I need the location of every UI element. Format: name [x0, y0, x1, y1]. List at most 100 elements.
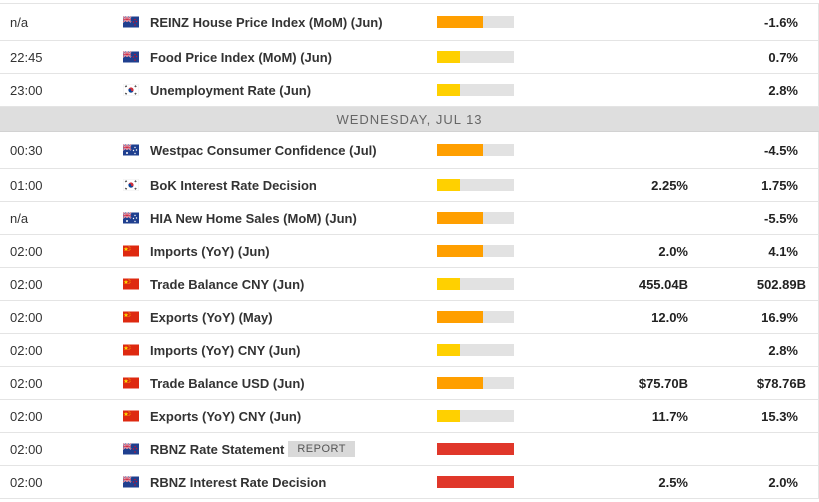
impact-bar — [437, 443, 514, 455]
event-time: 02:00 — [10, 441, 43, 457]
previous-value: 1.75% — [761, 177, 798, 193]
impact-bar — [437, 311, 514, 323]
rows-group-after: 00:30 Westpac Consumer Confidence (Jul) -4… — [0, 132, 819, 499]
event-name[interactable]: REINZ House Price Index (MoM) (Jun) — [150, 4, 383, 40]
table-row[interactable]: 00:30 Westpac Consumer Confidence (Jul) -4… — [0, 132, 819, 169]
event-name[interactable]: Exports (YoY) (May) — [150, 301, 273, 333]
impact-bar-fill — [437, 16, 484, 28]
impact-bar — [437, 410, 514, 422]
event-name-label: Exports (YoY) (May) — [150, 309, 273, 325]
table-row[interactable]: 02:00 Trade Balance CNY (Jun) 455.04B 502.8… — [0, 268, 819, 301]
table-row[interactable]: 01:00 BoK Interest Rate Decision 2.25% 1.75… — [0, 169, 819, 202]
event-name[interactable]: Imports (YoY) CNY (Jun) — [150, 334, 300, 366]
event-name[interactable]: Unemployment Rate (Jun) — [150, 74, 311, 106]
event-name-label: Food Price Index (MoM) (Jun) — [150, 49, 332, 65]
event-name-label: Trade Balance CNY (Jun) — [150, 276, 305, 292]
impact-bar — [437, 278, 514, 290]
table-row[interactable]: 23:00 Unemployment Rate (Jun) 2.8% — [0, 74, 819, 107]
table-row[interactable]: 22:45 Food Price Index (MoM) (Jun) 0.7% — [0, 41, 819, 74]
economic-calendar-table: n/a REINZ House Price Index (MoM) (Jun) -1… — [0, 4, 819, 499]
table-row[interactable]: 02:00 Imports (YoY) (Jun) 2.0% 4.1% — [0, 235, 819, 268]
event-name[interactable]: Exports (YoY) CNY (Jun) — [150, 400, 301, 432]
event-name-label: Unemployment Rate (Jun) — [150, 82, 312, 98]
table-row[interactable]: 02:00 Exports (YoY) (May) 12.0% 16.9% — [0, 301, 819, 334]
new-zealand-flag-icon — [123, 16, 139, 28]
event-time: n/a — [10, 210, 29, 226]
previous-value: 2.0% — [768, 474, 798, 490]
table-row[interactable]: n/a REINZ House Price Index (MoM) (Jun) -1… — [0, 4, 819, 41]
australia-flag-icon — [123, 212, 139, 224]
impact-bar-fill — [437, 212, 484, 224]
south-korea-flag-icon — [123, 84, 139, 96]
impact-bar-fill — [437, 476, 514, 488]
china-flag-icon — [123, 377, 139, 389]
actual-value: 455.04B — [638, 276, 688, 292]
impact-bar — [437, 51, 514, 63]
event-name[interactable]: Westpac Consumer Confidence (Jul) — [150, 132, 377, 168]
previous-value: 502.89B — [756, 276, 806, 292]
event-name-label: HIA New Home Sales (MoM) (Jun) — [150, 210, 357, 226]
china-flag-icon — [123, 410, 139, 422]
impact-bar-fill — [437, 51, 461, 63]
impact-bar-fill — [437, 410, 461, 422]
china-flag-icon — [123, 278, 139, 290]
australia-flag-icon — [123, 144, 139, 156]
event-name-label: BoK Interest Rate Decision — [150, 177, 317, 193]
report-badge[interactable]: REPORT — [288, 441, 355, 457]
event-name-label: Imports (YoY) CNY (Jun) — [150, 342, 301, 358]
new-zealand-flag-icon — [123, 476, 139, 488]
event-name-label: Exports (YoY) CNY (Jun) — [150, 408, 302, 424]
china-flag-icon — [123, 344, 139, 356]
impact-bar — [437, 344, 514, 356]
table-row[interactable]: 02:00 Imports (YoY) CNY (Jun) 2.8% — [0, 334, 819, 367]
event-time: 23:00 — [10, 82, 43, 98]
impact-bar — [437, 245, 514, 257]
event-name[interactable]: RBNZ Rate Statement REPORT — [150, 433, 355, 465]
event-name[interactable]: BoK Interest Rate Decision — [150, 169, 317, 201]
event-name[interactable]: Trade Balance CNY (Jun) — [150, 268, 304, 300]
south-korea-flag-icon — [123, 179, 139, 191]
impact-bar — [437, 377, 514, 389]
impact-bar-fill — [437, 278, 461, 290]
table-row[interactable]: 02:00 RBNZ Interest Rate Decision 2.5% 2.0% — [0, 466, 819, 499]
event-time: 02:00 — [10, 276, 43, 292]
previous-value: -5.5% — [764, 210, 798, 226]
impact-bar-fill — [437, 144, 484, 156]
previous-value: 0.7% — [768, 49, 798, 65]
actual-value: 2.0% — [658, 243, 688, 259]
event-name[interactable]: HIA New Home Sales (MoM) (Jun) — [150, 202, 357, 234]
impact-bar-fill — [437, 344, 461, 356]
rows-group-before: n/a REINZ House Price Index (MoM) (Jun) -1… — [0, 4, 819, 107]
actual-value: 2.25% — [651, 177, 688, 193]
table-row[interactable]: 02:00 Exports (YoY) CNY (Jun) 11.7% 15.3% — [0, 400, 819, 433]
event-name[interactable]: Trade Balance USD (Jun) — [150, 367, 305, 399]
previous-value: 4.1% — [768, 243, 798, 259]
day-header: WEDNESDAY, JUL 13 — [0, 107, 819, 132]
previous-value: 16.9% — [761, 309, 798, 325]
event-name-label: Imports (YoY) (Jun) — [150, 243, 270, 259]
impact-bar-fill — [437, 245, 484, 257]
event-name[interactable]: Imports (YoY) (Jun) — [150, 235, 270, 267]
event-time: n/a — [10, 14, 29, 30]
event-name-label: REINZ House Price Index (MoM) (Jun) — [150, 14, 383, 30]
impact-bar — [437, 212, 514, 224]
table-row[interactable]: 02:00 Trade Balance USD (Jun) $75.70B $78.7… — [0, 367, 819, 400]
table-row[interactable]: 02:00 RBNZ Rate Statement REPORT — [0, 433, 819, 466]
event-time: 22:45 — [10, 49, 43, 65]
event-time: 02:00 — [10, 408, 43, 424]
event-name[interactable]: RBNZ Interest Rate Decision — [150, 466, 326, 498]
actual-value: 12.0% — [651, 309, 688, 325]
event-name-label: RBNZ Interest Rate Decision — [150, 474, 327, 490]
previous-value: -1.6% — [764, 14, 798, 30]
event-name-label: RBNZ Rate Statement — [150, 441, 285, 457]
event-name[interactable]: Food Price Index (MoM) (Jun) — [150, 41, 332, 73]
event-time: 02:00 — [10, 474, 43, 490]
impact-bar-fill — [437, 84, 461, 96]
impact-bar — [437, 16, 514, 28]
previous-value: $78.76B — [756, 375, 806, 391]
previous-value: 2.8% — [768, 342, 798, 358]
table-row[interactable]: n/a HIA New Home Sales (MoM) (Jun) -5.5% — [0, 202, 819, 235]
event-time: 01:00 — [10, 177, 43, 193]
event-time: 02:00 — [10, 243, 43, 259]
impact-bar — [437, 476, 514, 488]
